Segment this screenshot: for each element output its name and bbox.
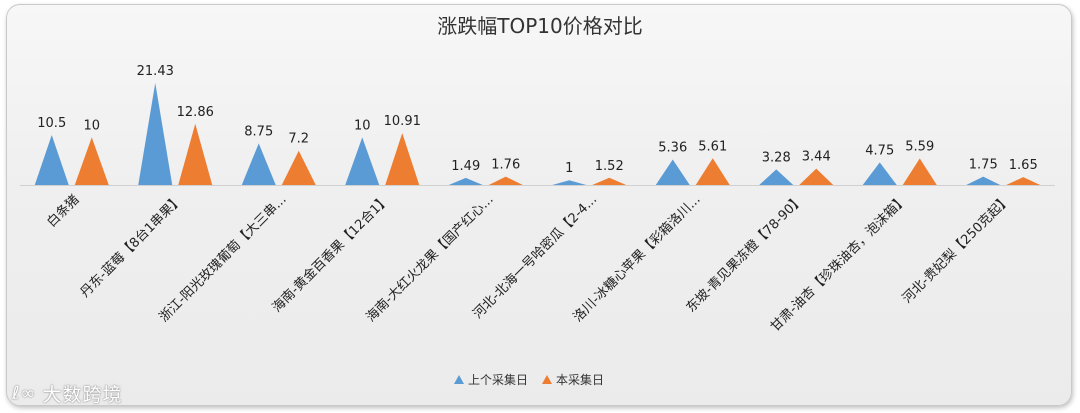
data-label: 5.59 <box>905 139 934 154</box>
data-label: 4.75 <box>865 143 894 158</box>
legend-triangle-blue-icon <box>454 375 464 384</box>
data-label: 5.36 <box>658 140 687 155</box>
data-triangle <box>281 150 316 185</box>
data-label: 1.65 <box>1009 158 1038 173</box>
watermark: ℓ∞ 大数跨境 <box>12 380 122 407</box>
legend-label-curr: 本采集日 <box>556 373 605 387</box>
data-label: 8.75 <box>244 124 273 139</box>
data-triangle <box>448 177 483 185</box>
data-triangle <box>759 169 794 185</box>
data-label: 10 <box>354 118 371 133</box>
data-label: 10.91 <box>384 114 421 129</box>
data-label: 5.61 <box>698 139 727 154</box>
data-label: 10 <box>83 118 100 133</box>
data-triangle <box>241 143 276 185</box>
data-triangle <box>862 162 897 185</box>
data-triangle <box>552 180 587 185</box>
category-label: 丹东-蓝莓【8台1串果】 <box>78 192 186 300</box>
data-triangle <box>799 168 834 185</box>
data-label: 12.86 <box>177 105 214 120</box>
legend-item-prev: 上个采集日 <box>454 371 528 388</box>
category-label: 河北-北海一号哈密瓜【2-4... <box>470 192 600 322</box>
chart-title: 涨跌幅TOP10价格对比 <box>437 14 643 38</box>
data-label: 3.44 <box>802 150 831 165</box>
data-label: 21.43 <box>137 64 174 79</box>
category-label: 东坡-青见果冻橙【78-90】 <box>683 192 807 316</box>
data-triangle <box>655 159 690 185</box>
data-label: 1 <box>565 161 573 176</box>
chart-card <box>6 4 1072 406</box>
category-label: 海南-黄金百香果【12合1】 <box>269 192 393 316</box>
data-triangle <box>1006 177 1041 185</box>
category-label: 白条猪 <box>44 192 83 231</box>
data-triangle <box>966 176 1001 185</box>
data-label: 3.28 <box>762 150 791 165</box>
data-triangle <box>385 133 420 185</box>
data-label: 7.2 <box>288 132 309 147</box>
data-triangle <box>695 158 730 185</box>
data-label: 1.49 <box>451 159 480 174</box>
watermark-text: 大数跨境 <box>42 384 123 406</box>
data-triangle <box>345 137 380 185</box>
watermark-logo-icon: ℓ∞ <box>12 383 37 404</box>
data-label: 10.5 <box>37 116 66 131</box>
data-label: 1.52 <box>595 159 624 174</box>
data-triangle <box>488 176 523 185</box>
legend-label-prev: 上个采集日 <box>468 373 529 387</box>
category-label: 河北-贵妃梨【250克起】 <box>900 192 1014 306</box>
data-triangle <box>178 123 213 185</box>
data-triangle <box>592 177 627 185</box>
data-label: 1.75 <box>969 158 998 173</box>
data-label: 1.76 <box>491 158 520 173</box>
data-triangle <box>902 158 937 185</box>
data-triangle <box>74 137 109 185</box>
data-triangle <box>34 135 69 185</box>
legend-triangle-orange-icon <box>542 375 553 384</box>
legend-item-curr: 本采集日 <box>542 371 604 388</box>
chart-legend: 上个采集日 本采集日 <box>454 371 604 388</box>
data-triangle <box>138 83 173 185</box>
